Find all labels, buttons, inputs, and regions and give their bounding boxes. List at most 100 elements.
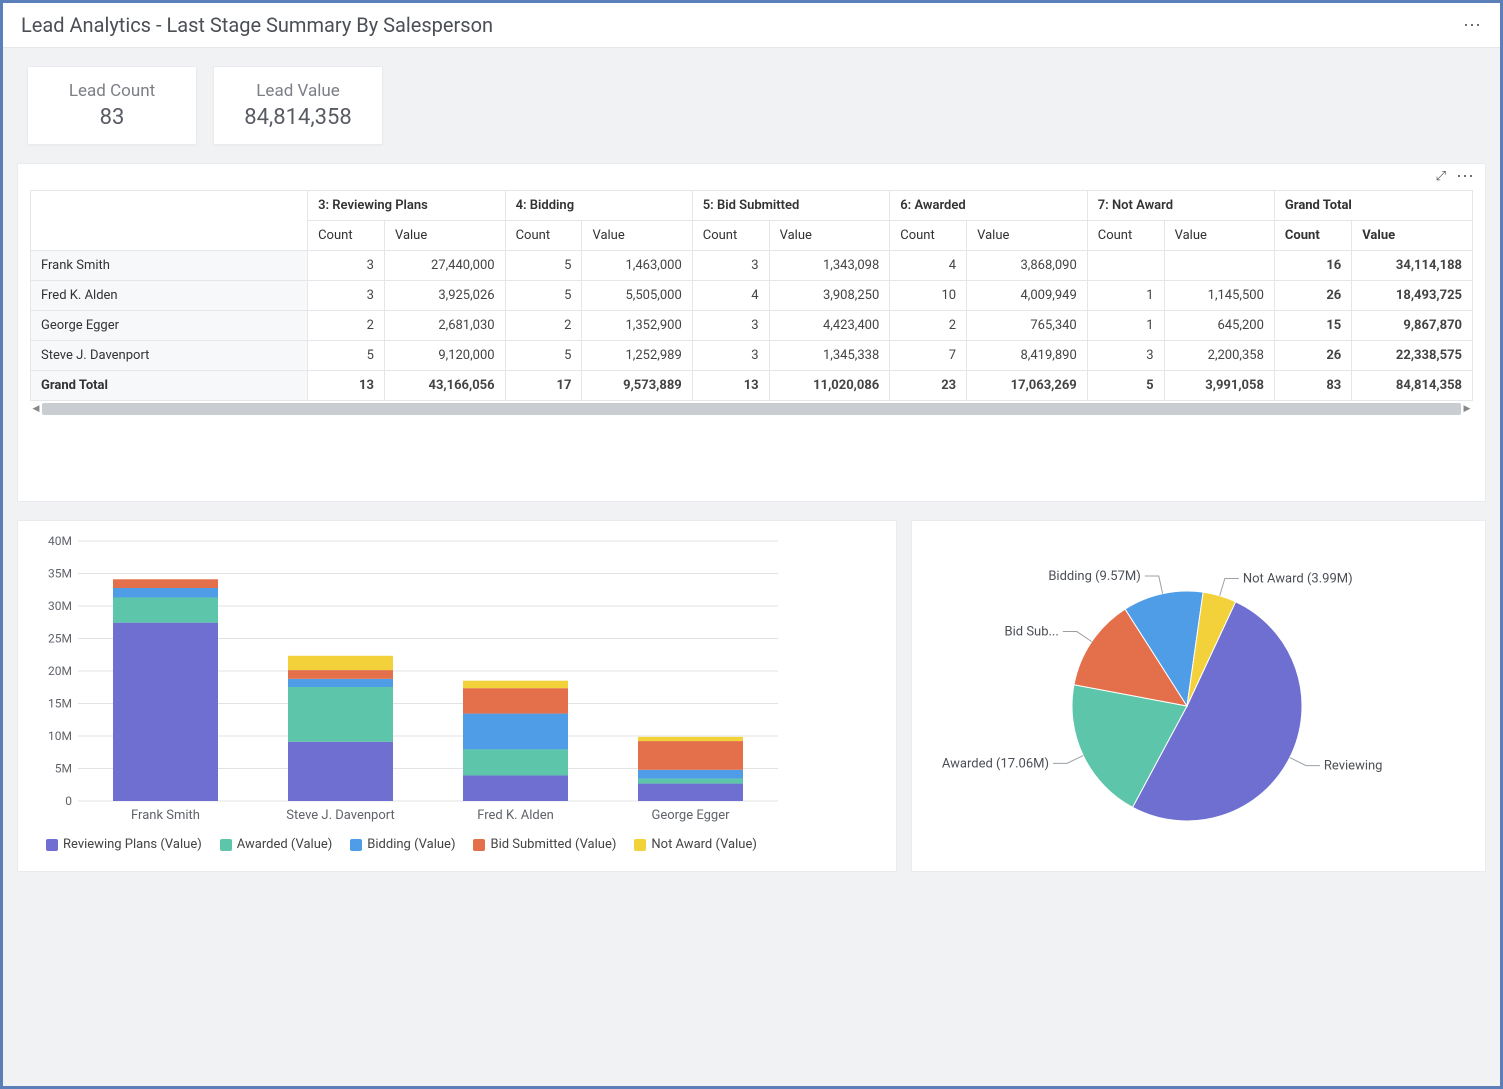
column-sub-header[interactable]: Count <box>1274 221 1351 251</box>
table-cell: 3,925,026 <box>384 281 505 311</box>
dashboard-header: Lead Analytics - Last Stage Summary By S… <box>3 3 1500 48</box>
kpi-value: 83 <box>52 105 172 130</box>
legend-label: Awarded (Value) <box>237 837 333 852</box>
table-cell: 5 <box>1087 371 1164 401</box>
table-cell: 11,020,086 <box>769 371 890 401</box>
table-row[interactable]: Fred K. Alden33,925,02655,505,00043,908,… <box>31 281 1473 311</box>
svg-text:Bidding (9.57M): Bidding (9.57M) <box>1048 569 1140 584</box>
row-name: Fred K. Alden <box>31 281 308 311</box>
table-cell <box>1087 251 1164 281</box>
column-group-header[interactable]: 3: Reviewing Plans <box>308 191 506 221</box>
table-cell: 83 <box>1274 371 1351 401</box>
column-sub-header[interactable]: Count <box>308 221 385 251</box>
table-cell: 9,120,000 <box>384 341 505 371</box>
column-sub-header[interactable]: Count <box>1087 221 1164 251</box>
column-group-header[interactable]: 7: Not Award <box>1087 191 1274 221</box>
table-cell: 3 <box>308 251 385 281</box>
table-cell: 22,338,575 <box>1352 341 1473 371</box>
table-cell: 7 <box>890 341 967 371</box>
column-sub-header[interactable]: Value <box>769 221 890 251</box>
table-cell: 4 <box>890 251 967 281</box>
svg-text:40M: 40M <box>48 534 72 548</box>
table-cell: 1,463,000 <box>582 251 692 281</box>
kpi-value: 84,814,358 <box>238 105 358 130</box>
bar-chart-legend: Reviewing Plans (Value) Awarded (Value) Bi… <box>28 837 886 852</box>
table-horizontal-scrollbar[interactable]: ◀▶ <box>30 403 1473 415</box>
column-sub-header[interactable]: Count <box>505 221 582 251</box>
column-group-header[interactable]: 4: Bidding <box>505 191 692 221</box>
table-cell: 43,166,056 <box>384 371 505 401</box>
column-sub-header[interactable]: Value <box>1352 221 1473 251</box>
column-sub-header[interactable]: Count <box>692 221 769 251</box>
table-cell: 765,340 <box>967 311 1088 341</box>
column-sub-header[interactable]: Value <box>967 221 1088 251</box>
table-row[interactable]: Frank Smith327,440,00051,463,00031,343,0… <box>31 251 1473 281</box>
column-group-header[interactable]: Grand Total <box>1274 191 1472 221</box>
legend-swatch <box>220 839 232 851</box>
svg-text:Fred K. Alden: Fred K. Alden <box>477 808 554 823</box>
table-cell: 15 <box>1274 311 1351 341</box>
table-cell: 1,145,500 <box>1164 281 1274 311</box>
column-group-header[interactable]: 6: Awarded <box>890 191 1088 221</box>
row-name: George Egger <box>31 311 308 341</box>
pie-chart: Reviewing Plans...Awarded (17.06M)Bid Su… <box>922 531 1382 861</box>
table-cell: 3,991,058 <box>1164 371 1274 401</box>
svg-text:Reviewing Plans...: Reviewing Plans... <box>1324 759 1382 774</box>
pie-chart-card: Reviewing Plans...Awarded (17.06M)Bid Su… <box>911 520 1486 872</box>
column-sub-header[interactable]: Count <box>890 221 967 251</box>
kpi-lead-count[interactable]: Lead Count 83 <box>27 66 197 145</box>
legend-item[interactable]: Reviewing Plans (Value) <box>46 837 202 852</box>
row-name: Frank Smith <box>31 251 308 281</box>
svg-text:0: 0 <box>65 794 72 808</box>
legend-item[interactable]: Not Award (Value) <box>634 837 757 852</box>
legend-swatch <box>634 839 646 851</box>
header-more-button[interactable]: ⋯ <box>1463 15 1482 36</box>
table-cell: 26 <box>1274 281 1351 311</box>
pivot-table: 3: Reviewing Plans4: Bidding5: Bid Submi… <box>30 190 1473 401</box>
table-cell: 2 <box>505 311 582 341</box>
kpi-row: Lead Count 83 Lead Value 84,814,358 <box>3 48 1500 155</box>
kpi-label: Lead Count <box>52 81 172 101</box>
svg-text:35M: 35M <box>48 567 72 581</box>
table-cell: 16 <box>1274 251 1351 281</box>
table-row[interactable]: Steve J. Davenport59,120,00051,252,98931… <box>31 341 1473 371</box>
svg-text:Awarded (17.06M): Awarded (17.06M) <box>942 756 1049 771</box>
table-cell: 26 <box>1274 341 1351 371</box>
svg-text:Steve J. Davenport: Steve J. Davenport <box>286 808 394 823</box>
table-more-button[interactable]: ⋯ <box>1456 166 1475 187</box>
legend-swatch <box>473 839 485 851</box>
legend-item[interactable]: Awarded (Value) <box>220 837 333 852</box>
table-cell: 3 <box>308 281 385 311</box>
table-cell: 2,681,030 <box>384 311 505 341</box>
table-cell: 84,814,358 <box>1352 371 1473 401</box>
legend-item[interactable]: Bid Submitted (Value) <box>473 837 616 852</box>
legend-item[interactable]: Bidding (Value) <box>350 837 455 852</box>
kpi-lead-value[interactable]: Lead Value 84,814,358 <box>213 66 383 145</box>
table-row[interactable]: George Egger22,681,03021,352,90034,423,4… <box>31 311 1473 341</box>
column-sub-header[interactable]: Value <box>582 221 692 251</box>
svg-text:George Egger: George Egger <box>651 808 730 823</box>
column-sub-header[interactable]: Value <box>1164 221 1274 251</box>
column-sub-header[interactable]: Value <box>384 221 505 251</box>
table-total-row[interactable]: Grand Total1343,166,056179,573,8891311,0… <box>31 371 1473 401</box>
column-group-header[interactable]: 5: Bid Submitted <box>692 191 890 221</box>
table-cell: 5 <box>308 341 385 371</box>
svg-text:15M: 15M <box>48 697 72 711</box>
table-cell: 5,505,000 <box>582 281 692 311</box>
table-cell: 5 <box>505 341 582 371</box>
table-cell: 2 <box>308 311 385 341</box>
row-name: Steve J. Davenport <box>31 341 308 371</box>
page-title: Lead Analytics - Last Stage Summary By S… <box>21 13 493 37</box>
table-cell: 5 <box>505 251 582 281</box>
table-cell: 9,573,889 <box>582 371 692 401</box>
table-cell: 1,252,989 <box>582 341 692 371</box>
table-cell: 4,009,949 <box>967 281 1088 311</box>
table-cell: 1,343,098 <box>769 251 890 281</box>
stacked-bar-chart-card: 05M10M15M20M25M30M35M40MFrank SmithSteve… <box>17 520 897 872</box>
table-cell: 1,352,900 <box>582 311 692 341</box>
table-cell: 4 <box>692 281 769 311</box>
table-cell: 27,440,000 <box>384 251 505 281</box>
table-cell: 17,063,269 <box>967 371 1088 401</box>
table-cell: 3,868,090 <box>967 251 1088 281</box>
expand-icon[interactable]: ⤢ <box>1436 169 1446 184</box>
